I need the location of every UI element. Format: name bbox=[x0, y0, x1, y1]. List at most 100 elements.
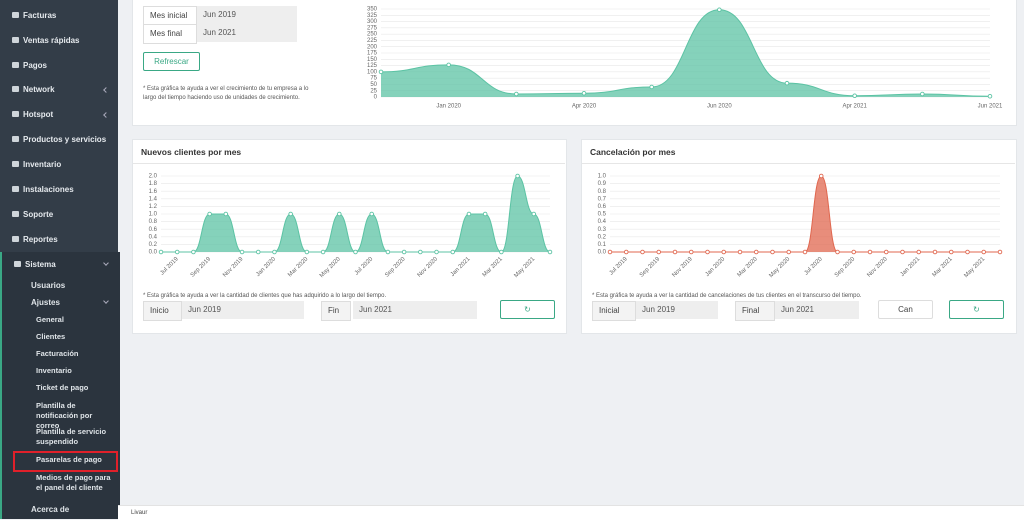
y-tick-label: 1.0 bbox=[598, 174, 607, 180]
y-tick-label: 1.2 bbox=[149, 204, 158, 210]
x-tick-label: Sep 2020 bbox=[384, 256, 407, 279]
nav-sub[interactable]: Pasarelas de pago bbox=[36, 455, 102, 464]
line bbox=[380, 9, 991, 97]
value: Jun 2019 bbox=[197, 6, 297, 24]
point bbox=[900, 249, 905, 255]
point bbox=[721, 249, 727, 255]
x-tick-label: May 2021 bbox=[513, 256, 536, 279]
point bbox=[499, 249, 504, 255]
y-tick-label: 0.7 bbox=[598, 196, 607, 202]
x-tick-label: Jun 2021 bbox=[978, 104, 1003, 110]
point bbox=[672, 249, 678, 255]
y-tick-label: 0.1 bbox=[598, 242, 607, 248]
refresh-button[interactable]: Refrescar bbox=[143, 52, 200, 71]
point bbox=[835, 249, 840, 255]
x-tick-label: Jan 2020 bbox=[436, 104, 461, 110]
y-tick-label: 25 bbox=[370, 88, 377, 94]
value: Jun 2021 bbox=[353, 301, 477, 319]
point bbox=[607, 249, 613, 255]
x-tick-label: Jan 2021 bbox=[900, 256, 922, 278]
nav-item[interactable]: Soporte bbox=[12, 210, 53, 219]
point bbox=[239, 249, 245, 255]
point bbox=[434, 249, 439, 255]
refresh-button[interactable]: ↻ bbox=[500, 300, 555, 319]
point bbox=[337, 211, 342, 217]
point bbox=[418, 249, 423, 255]
nav-sub[interactable]: Usuarios bbox=[31, 281, 66, 290]
value: Jun 2019 bbox=[636, 301, 718, 319]
nav-item[interactable]: Network bbox=[12, 85, 55, 94]
point bbox=[223, 211, 229, 217]
nav-sub[interactable]: Facturación bbox=[36, 349, 79, 358]
nav-sub[interactable]: Plantilla de notificación por correo bbox=[36, 401, 93, 430]
nav-item[interactable]: Ventas rápidas bbox=[12, 36, 79, 45]
y-tick-label: 75 bbox=[370, 76, 377, 82]
label: Inicial bbox=[592, 301, 636, 321]
nav-sub[interactable]: General bbox=[36, 315, 64, 324]
nav-sub[interactable]: Plantilla de servicio suspendido bbox=[36, 427, 107, 446]
x-tick-label: Jul 2019 bbox=[608, 256, 629, 277]
y-tick-label: 1.4 bbox=[149, 196, 158, 202]
y-tick-label: 0.0 bbox=[149, 250, 158, 256]
nav-item[interactable]: Productos y servicios bbox=[12, 135, 106, 144]
nav-sub[interactable]: Medios de pago para el panel del cliente bbox=[36, 473, 111, 492]
card-title: Nuevos clientes por mes bbox=[141, 147, 242, 157]
point bbox=[158, 249, 164, 255]
nav-sub[interactable]: Ajustes bbox=[31, 298, 60, 307]
y-tick-label: 1.0 bbox=[149, 212, 158, 218]
y-tick-label: 0.2 bbox=[149, 242, 158, 248]
point bbox=[851, 249, 857, 255]
point bbox=[802, 249, 808, 255]
point bbox=[770, 249, 775, 255]
nav-item[interactable]: Reportes bbox=[12, 235, 58, 244]
sidebar: Facturas Ventas rápidas Pagos Network Ho… bbox=[0, 0, 120, 519]
point bbox=[515, 173, 520, 179]
point bbox=[965, 249, 970, 255]
point bbox=[624, 249, 629, 255]
nav-item[interactable]: Inventario bbox=[12, 160, 61, 169]
y-tick-label: 175 bbox=[367, 51, 378, 57]
nav-item[interactable]: Pagos bbox=[12, 61, 47, 70]
divider bbox=[133, 163, 565, 164]
point bbox=[852, 93, 857, 98]
value: Jun 2019 bbox=[182, 301, 304, 319]
x-tick-label: Nov 2019 bbox=[671, 256, 694, 279]
nav-item[interactable]: Instalaciones bbox=[12, 185, 74, 194]
nav-sub[interactable]: Clientes bbox=[36, 332, 66, 341]
refresh-button[interactable]: ↻ bbox=[949, 300, 1004, 319]
point bbox=[949, 249, 954, 255]
nav-sub[interactable]: Inventario bbox=[36, 366, 72, 375]
list-button[interactable]: Can bbox=[878, 300, 933, 319]
nav-item[interactable]: Facturas bbox=[12, 11, 56, 20]
x-tick-label: Nov 2019 bbox=[222, 256, 245, 279]
x-tick-label: Apr 2021 bbox=[842, 104, 867, 110]
point bbox=[174, 249, 180, 255]
nav-sub[interactable]: Ticket de pago bbox=[36, 383, 89, 392]
point bbox=[531, 211, 537, 217]
card-title: Cancelación por mes bbox=[590, 147, 676, 157]
x-tick-label: Mar 2021 bbox=[932, 256, 955, 279]
point bbox=[932, 249, 938, 255]
y-tick-label: 0.5 bbox=[598, 212, 607, 218]
point bbox=[272, 249, 277, 255]
nav-item[interactable]: Sistema bbox=[14, 260, 56, 269]
point bbox=[450, 249, 456, 255]
point bbox=[288, 211, 293, 217]
area bbox=[381, 9, 990, 97]
x-tick-label: Mar 2020 bbox=[737, 256, 760, 279]
y-tick-label: 0 bbox=[374, 95, 378, 101]
point bbox=[737, 249, 743, 255]
divider bbox=[582, 163, 1015, 164]
nav-item[interactable]: Hotspot bbox=[12, 110, 53, 119]
y-tick-label: 1.8 bbox=[149, 181, 158, 187]
y-tick-label: 1.6 bbox=[149, 189, 158, 195]
point bbox=[784, 80, 790, 86]
value: Jun 2021 bbox=[775, 301, 859, 319]
label: Fin bbox=[321, 301, 351, 321]
point bbox=[401, 249, 407, 255]
nav-item[interactable]: Acerca de bbox=[31, 505, 70, 514]
point bbox=[446, 62, 451, 68]
x-tick-label: Jan 2020 bbox=[705, 256, 727, 278]
